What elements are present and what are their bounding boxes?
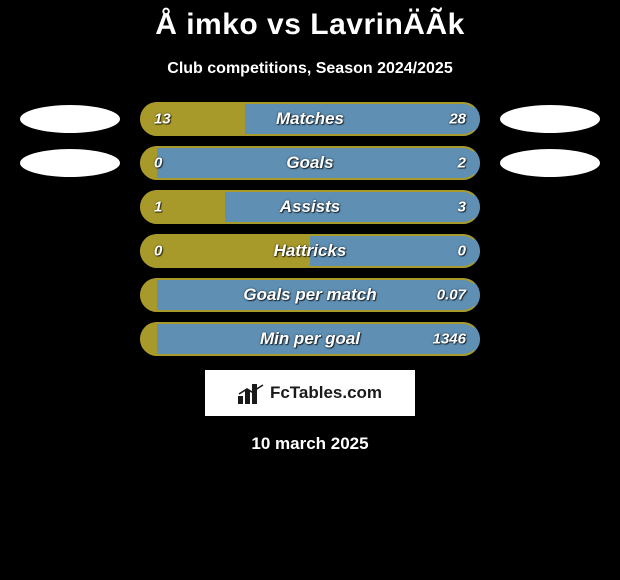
stat-bar: 0.07 Goals per match <box>140 278 480 312</box>
stat-bar: 0 0 Hattricks <box>140 234 480 268</box>
comparison-card: Å imko vs LavrinÄÃk Club competitions, S… <box>0 0 620 454</box>
stat-left-value: 1 <box>154 199 162 216</box>
logo-chart-icon <box>238 382 264 404</box>
stat-bar-right-fill <box>225 190 480 224</box>
stat-label: Matches <box>276 109 344 129</box>
stat-left-value: 0 <box>154 243 162 260</box>
stat-label: Goals <box>286 153 333 173</box>
page-title: Å imko vs LavrinÄÃk <box>155 8 465 42</box>
stat-bar: 0 2 Goals <box>140 146 480 180</box>
stat-bar-left-fill <box>140 322 157 356</box>
stat-left-value: 0 <box>154 155 162 172</box>
stat-row: 1346 Min per goal <box>0 322 620 356</box>
subtitle: Club competitions, Season 2024/2025 <box>167 60 452 78</box>
stat-right-value: 3 <box>458 199 466 216</box>
stat-row: 0.07 Goals per match <box>0 278 620 312</box>
stat-bar: 1 3 Assists <box>140 190 480 224</box>
left-player-marker <box>20 149 120 177</box>
stat-right-value: 28 <box>449 111 466 128</box>
right-player-marker <box>500 105 600 133</box>
stat-bar: 13 28 Matches <box>140 102 480 136</box>
stat-row: 1 3 Assists <box>0 190 620 224</box>
left-player-marker <box>20 105 120 133</box>
stat-label: Goals per match <box>243 285 376 305</box>
stat-bar: 1346 Min per goal <box>140 322 480 356</box>
stats-list: 1328Matches02Goals13Assists00Hattricks0.… <box>0 102 620 356</box>
stat-row: 0 2 Goals <box>0 146 620 180</box>
logo-text: FcTables.com <box>270 383 382 403</box>
stat-right-value: 2 <box>458 155 466 172</box>
stat-left-value: 13 <box>154 111 171 128</box>
stat-bar-left-fill <box>140 190 225 224</box>
right-player-marker <box>500 149 600 177</box>
stat-right-value: 1346 <box>433 331 466 348</box>
stat-label: Hattricks <box>274 241 347 261</box>
stat-label: Assists <box>280 197 340 217</box>
stat-row: 13 28 Matches <box>0 102 620 136</box>
stat-bar-left-fill <box>140 278 157 312</box>
stat-right-value: 0.07 <box>437 287 466 304</box>
stat-label: Min per goal <box>260 329 360 349</box>
logo-box: FcTables.com <box>205 370 415 416</box>
stat-right-value: 0 <box>458 243 466 260</box>
stat-row: 0 0 Hattricks <box>0 234 620 268</box>
date-label: 10 march 2025 <box>251 434 368 454</box>
